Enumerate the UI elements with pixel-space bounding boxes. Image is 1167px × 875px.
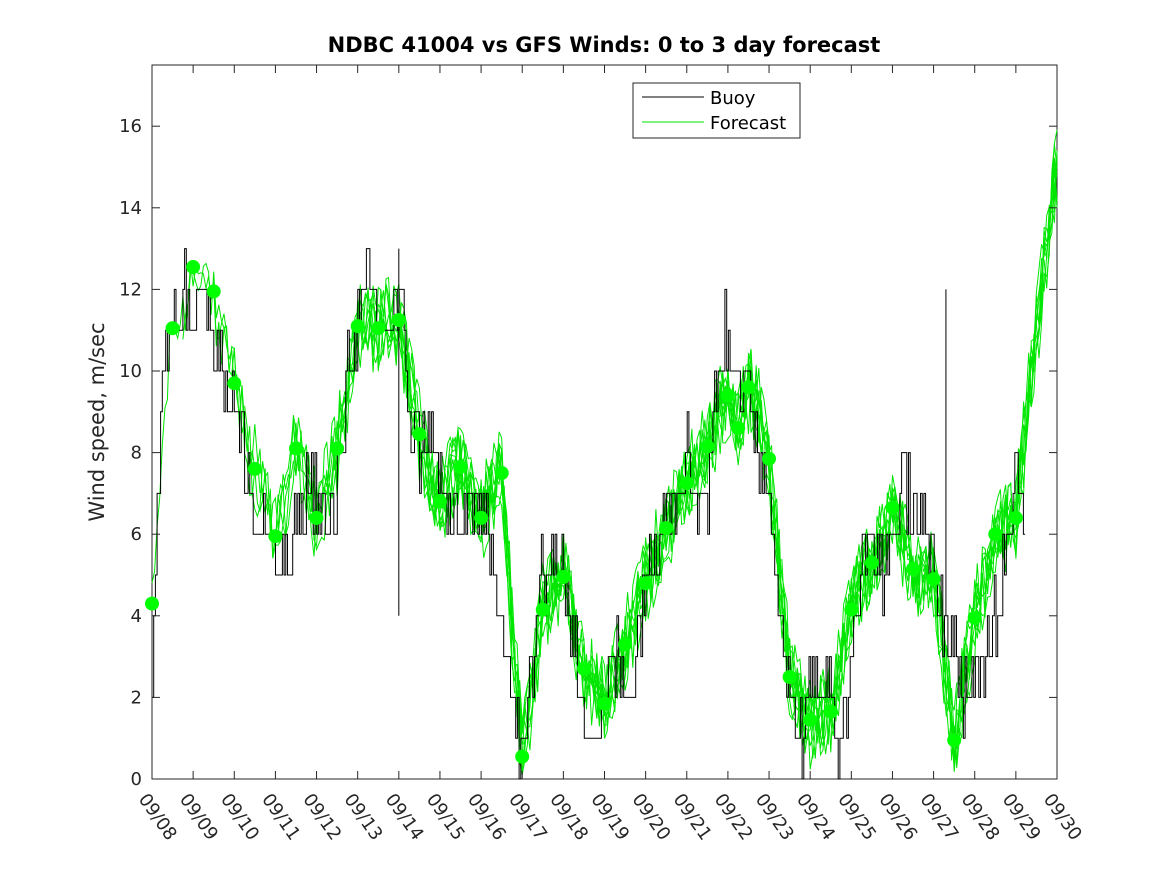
legend: Buoy Forecast xyxy=(632,82,801,139)
forecast-line xyxy=(398,167,1058,768)
analysis-point xyxy=(165,321,180,336)
analysis-point xyxy=(453,459,468,474)
analysis-point xyxy=(844,602,859,617)
y-tick-label: 0 xyxy=(131,769,142,790)
analysis-point xyxy=(618,637,633,652)
analysis-point xyxy=(803,712,818,727)
y-tick-label: 4 xyxy=(131,606,142,627)
analysis-point xyxy=(433,494,447,509)
analysis-point xyxy=(597,696,612,711)
plot-area xyxy=(145,64,1058,780)
analysis-point xyxy=(186,260,201,274)
y-tick-label: 14 xyxy=(119,198,142,219)
analysis-point xyxy=(988,527,1003,542)
analysis-point xyxy=(206,284,221,299)
analysis-point xyxy=(556,570,571,584)
analysis-point xyxy=(289,441,303,456)
y-tick-label: 16 xyxy=(119,116,142,137)
analysis-point xyxy=(906,561,920,576)
y-axis: 0 2 4 6 8 10 12 14 16 xyxy=(119,116,1057,790)
analysis-point xyxy=(515,749,530,764)
analysis-point xyxy=(268,529,283,544)
buoy-series xyxy=(152,248,1026,780)
legend-forecast-label: Forecast xyxy=(710,113,786,134)
y-tick-label: 12 xyxy=(119,279,142,300)
analysis-point xyxy=(247,461,262,476)
analysis-point xyxy=(731,421,746,436)
analysis-point xyxy=(720,388,735,403)
analysis-point xyxy=(391,313,406,327)
analysis-point xyxy=(741,380,756,395)
y-tick-label: 2 xyxy=(131,687,142,708)
axes-box xyxy=(151,64,1058,780)
analysis-markers xyxy=(145,260,1023,764)
analysis-point xyxy=(947,733,962,748)
analysis-point xyxy=(227,376,242,391)
analysis-point xyxy=(885,500,900,515)
legend-buoy-label: Buoy xyxy=(710,88,756,109)
analysis-point xyxy=(309,510,324,525)
analysis-point xyxy=(926,572,941,587)
legend-box xyxy=(632,82,801,139)
analysis-point xyxy=(145,596,159,611)
analysis-point xyxy=(762,451,776,466)
analysis-point xyxy=(494,466,509,480)
chart-title: NDBC 41004 vs GFS Winds: 0 to 3 day fore… xyxy=(328,33,881,57)
analysis-point xyxy=(638,576,653,591)
analysis-point xyxy=(864,555,879,570)
analysis-point xyxy=(700,439,715,454)
analysis-point xyxy=(659,521,674,536)
analysis-point xyxy=(371,321,386,336)
y-tick-label: 6 xyxy=(131,524,142,545)
analysis-point xyxy=(1008,510,1023,525)
y-tick-label: 8 xyxy=(131,443,142,464)
y-tick-label: 10 xyxy=(119,361,142,382)
analysis-point xyxy=(350,319,365,334)
analysis-point xyxy=(330,441,345,456)
y-axis-label: Wind speed, m/sec xyxy=(85,322,109,521)
analysis-point xyxy=(679,476,694,491)
analysis-point xyxy=(782,670,797,684)
buoy-line xyxy=(152,248,1026,780)
analysis-point xyxy=(412,427,427,442)
analysis-point xyxy=(474,510,489,525)
analysis-point xyxy=(535,602,550,617)
analysis-point xyxy=(967,610,982,625)
analysis-point xyxy=(576,661,591,676)
analysis-point xyxy=(823,704,838,719)
